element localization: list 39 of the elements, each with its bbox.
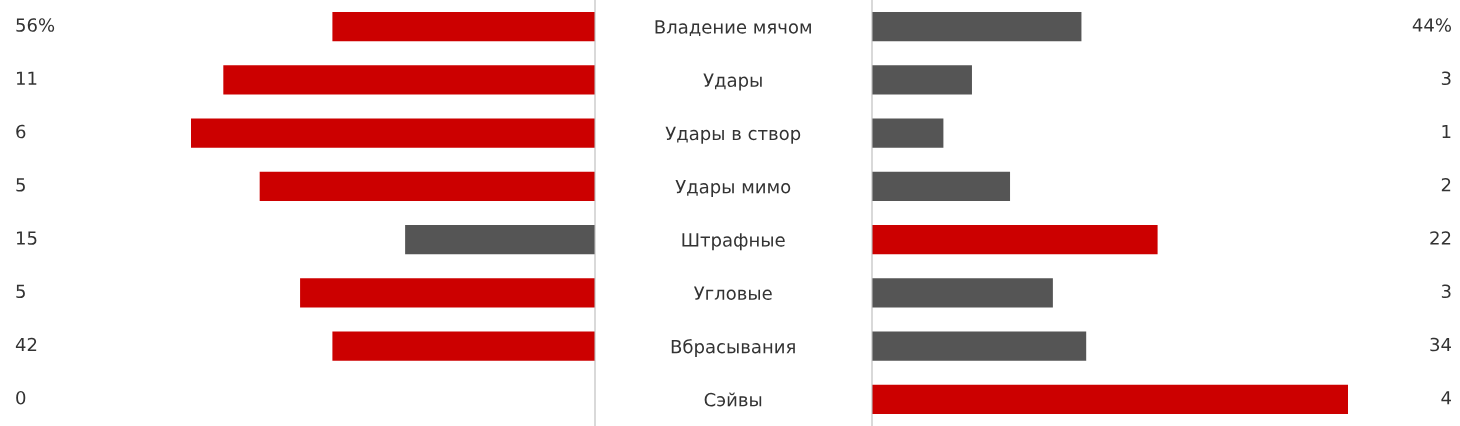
bar (332, 11, 595, 42)
bar (300, 278, 595, 308)
bar (872, 118, 944, 148)
y-tick-label: Вбрасывания (671, 339, 795, 357)
bar (872, 11, 1082, 42)
y-tick-label: Угловые (693, 286, 772, 300)
text: 0 (16, 390, 26, 405)
bar (872, 171, 1011, 202)
y-tick-label: Владение мячом (655, 20, 811, 36)
bar (223, 65, 595, 95)
y-tick-label: Удары мимо (675, 180, 791, 197)
bar (259, 171, 595, 202)
y-tick-label: Сэйвы (704, 392, 762, 407)
bar (872, 384, 1348, 415)
y-tick-label: Штрафные (682, 233, 785, 251)
text: 42 (15, 337, 37, 352)
y-tick-label: Удары (703, 73, 762, 91)
bar (332, 331, 595, 361)
text: 34 (1430, 337, 1451, 352)
bar (405, 224, 595, 255)
text: 1 (1442, 124, 1451, 139)
bar (191, 118, 595, 148)
text: 11 (16, 71, 37, 85)
text: 3 (1441, 284, 1451, 299)
text: 6 (16, 124, 26, 139)
text: 5 (16, 284, 25, 299)
text: 3 (1441, 71, 1451, 86)
bar (872, 331, 1087, 361)
text: 22 (1430, 231, 1451, 245)
text: 5 (16, 178, 25, 192)
text: 4 (1441, 391, 1451, 405)
bar (872, 278, 1053, 308)
y-tick-label: Удары в створ (665, 126, 801, 144)
bar (872, 224, 1158, 255)
bar (872, 65, 972, 95)
text: 56% (16, 18, 55, 32)
text: 2 (1441, 177, 1451, 192)
text: 44% (1412, 18, 1451, 32)
text: 15 (16, 231, 37, 245)
